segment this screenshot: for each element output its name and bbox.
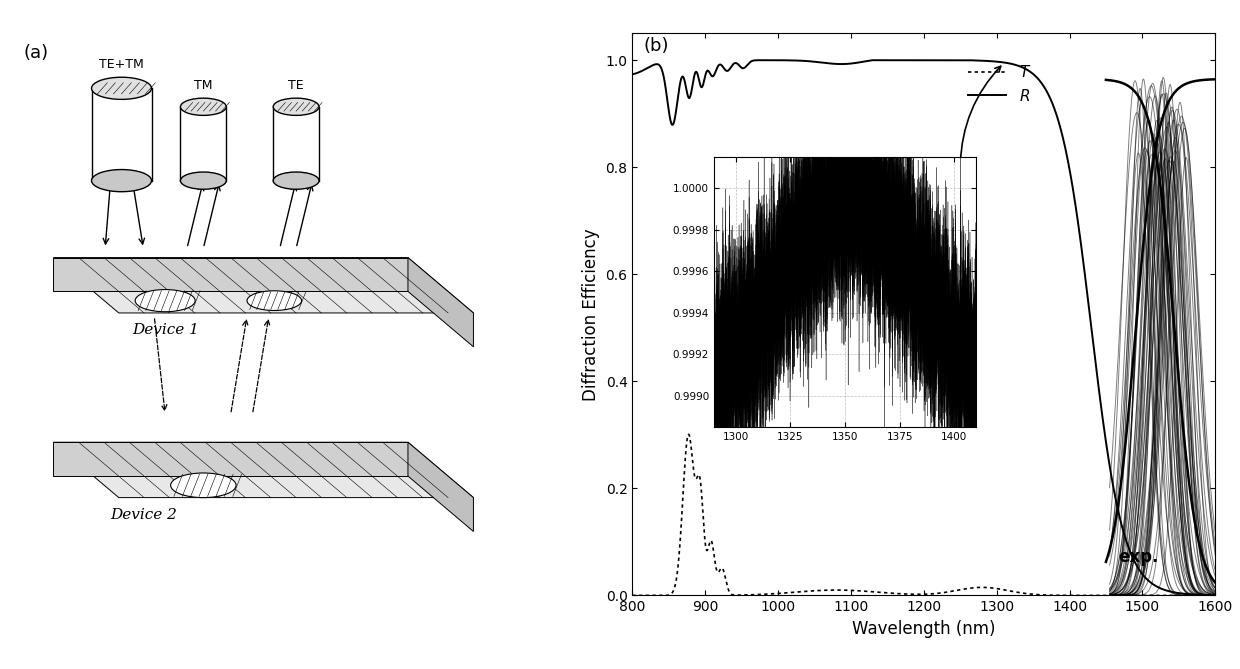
Text: TE: TE — [288, 79, 304, 92]
X-axis label: Wavelength (nm): Wavelength (nm) — [852, 619, 996, 638]
Polygon shape — [53, 442, 408, 476]
Ellipse shape — [181, 98, 226, 115]
Text: exp.: exp. — [1118, 548, 1159, 566]
Ellipse shape — [171, 473, 236, 498]
Y-axis label: Diffraction Efficiency: Diffraction Efficiency — [582, 228, 600, 401]
Ellipse shape — [92, 77, 151, 100]
Polygon shape — [53, 258, 474, 313]
Polygon shape — [408, 258, 474, 347]
Legend: $T$, $R$: $T$, $R$ — [962, 58, 1037, 110]
Ellipse shape — [273, 172, 319, 189]
Text: (b): (b) — [644, 37, 668, 55]
Ellipse shape — [92, 169, 151, 192]
Text: TM: TM — [195, 79, 212, 92]
Ellipse shape — [247, 291, 301, 310]
Polygon shape — [408, 442, 474, 531]
Text: Device 2: Device 2 — [110, 508, 177, 522]
Polygon shape — [53, 258, 408, 292]
Ellipse shape — [135, 290, 195, 312]
Text: Device 1: Device 1 — [133, 324, 200, 337]
Polygon shape — [53, 442, 474, 498]
Text: TE+TM: TE+TM — [99, 58, 144, 71]
Text: (a): (a) — [24, 43, 48, 62]
Ellipse shape — [181, 172, 226, 189]
Ellipse shape — [273, 98, 319, 115]
